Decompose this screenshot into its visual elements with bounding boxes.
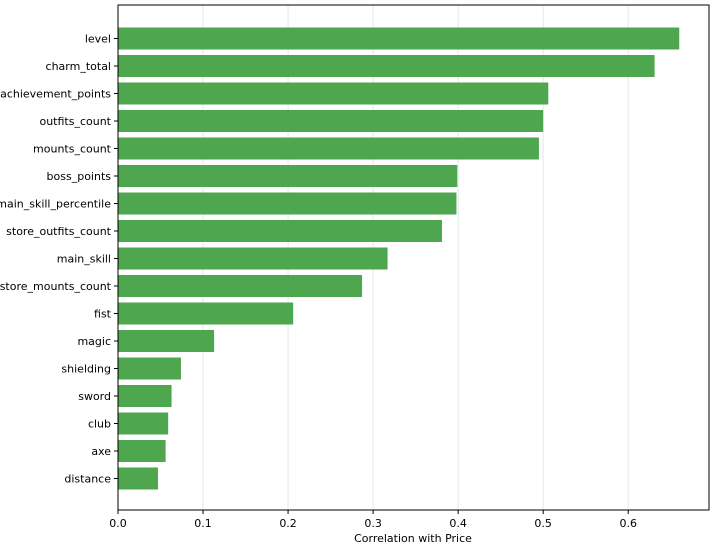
y-tick-label: charm_total <box>46 60 111 73</box>
bar-charm-total <box>118 55 655 77</box>
bar-main-skill-percentile <box>118 192 457 215</box>
plot-frame <box>117 4 710 511</box>
x-tick-label: 0.1 <box>194 517 212 530</box>
y-tick-label: magic <box>77 335 111 348</box>
y-tick-label: mounts_count <box>33 143 112 156</box>
y-tick-label: achievement_points <box>0 88 111 101</box>
x-tick-label: 0.4 <box>449 517 467 530</box>
bar-distance <box>118 467 158 490</box>
y-tick-label: fist <box>94 308 112 321</box>
y-tick-label: distance <box>64 473 111 486</box>
bar-sword <box>118 385 172 407</box>
bar-mounts-count <box>118 137 539 160</box>
y-tick-label: store_outfits_count <box>6 225 112 238</box>
bar-magic <box>118 330 215 352</box>
bar-level <box>118 27 680 50</box>
x-tick-label: 0.3 <box>364 517 382 530</box>
bar-store-outfits-count <box>118 220 442 242</box>
y-tick-label: boss_points <box>47 170 112 183</box>
y-tick-label: level <box>85 33 111 46</box>
y-tick-label: store_mounts_count <box>0 280 112 293</box>
x-tick-label: 0.0 <box>109 517 127 530</box>
bar-main-skill <box>118 247 388 270</box>
bar-shielding <box>118 357 181 380</box>
bar-boss-points <box>118 165 458 187</box>
x-tick-label: 0.2 <box>279 517 297 530</box>
bar-achievement-points <box>118 82 549 105</box>
y-tick-label: main_skill <box>57 253 111 266</box>
x-tick-label: 0.5 <box>534 517 552 530</box>
y-tick-label: main_skill_percentile <box>0 198 111 211</box>
axes <box>114 4 710 514</box>
x-tick-label: 0.6 <box>619 517 637 530</box>
bars <box>118 27 680 490</box>
bar-axe <box>118 440 166 462</box>
bar-outfits-count <box>118 110 544 132</box>
y-tick-label: outfits_count <box>39 115 111 128</box>
labels: 0.0 0.1 0.2 0.3 0.4 0.5 0.6 level charm_totalach… <box>0 33 637 531</box>
y-tick-label: axe <box>91 445 111 458</box>
y-tick-label: club <box>88 418 111 431</box>
bar-club <box>118 412 169 435</box>
y-tick-label: sword <box>78 390 111 403</box>
y-tick-label: shielding <box>61 363 111 376</box>
bar-fist <box>118 302 294 325</box>
x-axis-title: Correlation with Price <box>354 532 472 545</box>
bar-store-mounts-count <box>118 275 363 297</box>
